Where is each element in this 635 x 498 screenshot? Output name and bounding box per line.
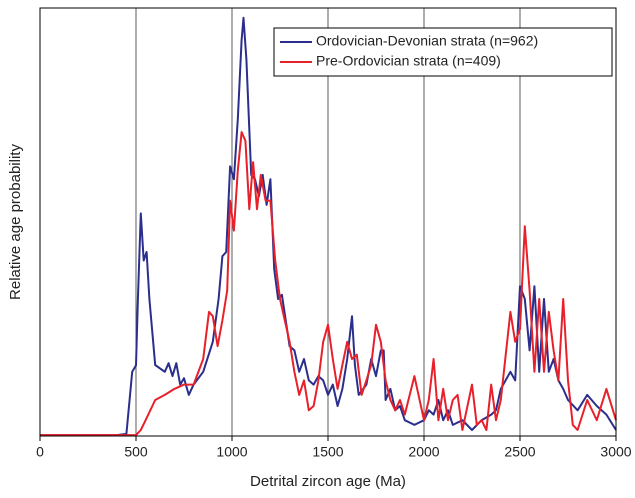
series-line: [40, 16, 617, 437]
x-axis-label: Detrital zircon age (Ma): [250, 473, 406, 490]
legend-label: Ordovician-Devonian strata (n=962): [316, 33, 538, 49]
legend-label: Pre-Ordovician strata (n=409): [316, 53, 501, 69]
x-tick-label: 1500: [312, 444, 343, 460]
series-line: [40, 131, 617, 437]
x-tick-label: 1000: [216, 444, 247, 460]
x-tick-label: 3000: [600, 444, 631, 460]
plot-frame: [39, 7, 617, 437]
y-axis-label: Relative age probability: [7, 144, 24, 300]
legend-box: [273, 27, 613, 77]
x-tick-label: 0: [36, 444, 44, 460]
x-tick-label: 2500: [504, 444, 535, 460]
x-tick-label: 2000: [408, 444, 439, 460]
legend: Ordovician-Devonian strata (n=962) Pre-Or…: [273, 27, 613, 77]
x-tick-label: 500: [124, 444, 148, 460]
